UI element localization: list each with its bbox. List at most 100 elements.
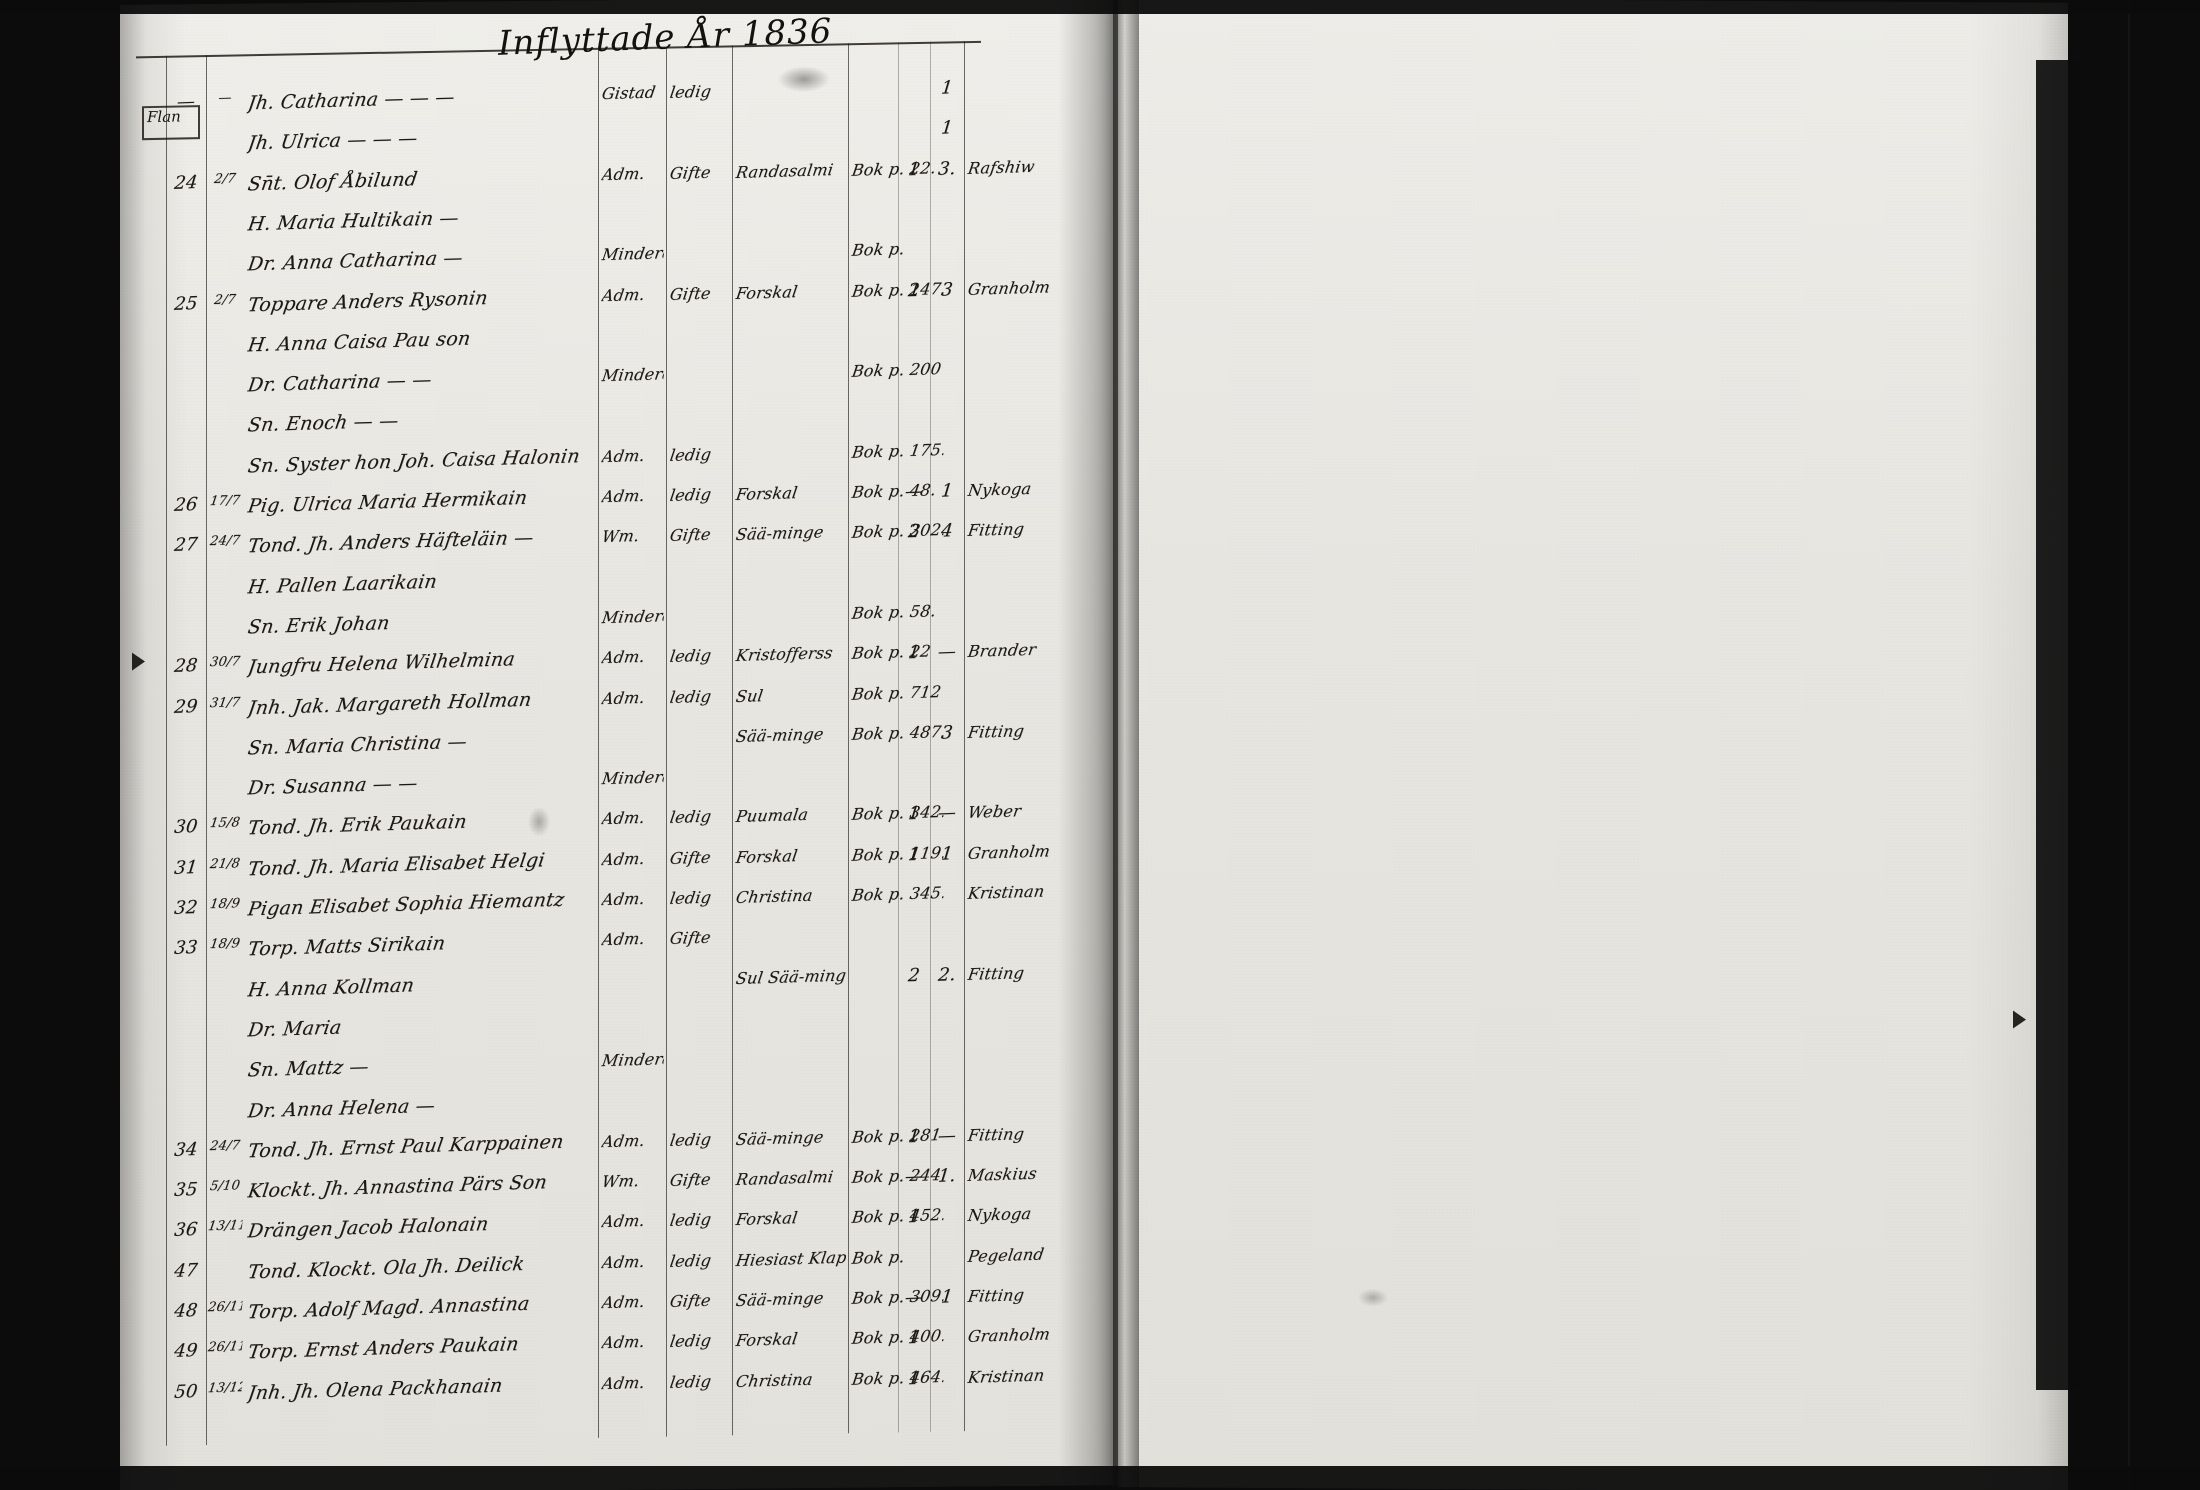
table-cell: 26/11 — [206, 1339, 244, 1356]
table-cell: H. Pallen Laarikain — [246, 570, 439, 599]
table-cell: 15/8 — [208, 815, 242, 832]
table-cell: Bok p. 345. — [850, 882, 946, 905]
table-cell: ledig — [668, 484, 713, 505]
table-cell: Sää-minge — [734, 522, 825, 545]
table-cell: Wm. — [600, 526, 641, 547]
table-cell: Sää-minge — [734, 1288, 825, 1311]
table-cell: Randasalmi — [734, 1167, 835, 1190]
table-cell: Pig. Ulrica Maria Hermikain — [246, 486, 529, 518]
table-cell: 2/7 — [213, 291, 237, 308]
table-cell: Sn̄t. Olof Åbilund — [246, 167, 419, 196]
table-cell: 2/7 — [213, 170, 237, 187]
table-cell: 34 — [173, 1138, 199, 1161]
table-cell: — — [936, 641, 958, 664]
table-cell: 17/7 — [208, 493, 242, 510]
table-cell: Forskal — [734, 281, 799, 303]
right-page: Inflyttade År 1837. 151Drängen Jac. Joh.… — [1118, 0, 2200, 1490]
table-cell: Sn. Syster hon Joh. Caisa Halonin — [246, 444, 582, 478]
table-cell: Sn. Mattz — — [246, 1055, 371, 1082]
table-cell: Randasalmi — [734, 159, 835, 182]
table-cell: 3 — [940, 278, 954, 301]
table-cell: Bok p. — [850, 1246, 907, 1268]
table-cell: — — [936, 802, 958, 825]
table-cell: Adm. — [600, 1291, 647, 1313]
table-row: 34 24/7 Tond. Jh. Ernst Paul Karppainen Adm… — [136, 1124, 1025, 1170]
table-cell: Wm. — [600, 1171, 641, 1192]
table-cell: Jungfru Helena Wilhelmina — [246, 648, 517, 679]
margin-pointer-mark — [132, 652, 145, 671]
table-cell: 26/11 — [206, 1299, 244, 1316]
book-spine — [1113, 0, 1139, 1490]
table-cell: Tond. Jh. Ernst Paul Karppainen — [246, 1130, 566, 1163]
table-row: Dr. Maria — [136, 1004, 981, 1049]
table-cell: Sn. Maria Christina — — [246, 730, 469, 760]
table-row: 33 18/9 Torp. Matts Sirikain Adm. Gifte — [136, 923, 981, 968]
table-cell: Kristofferss — [734, 643, 835, 666]
table-cell: Gifte — [668, 927, 713, 949]
table-cell: ledig — [668, 81, 713, 102]
table-cell: 1 — [907, 1206, 921, 1228]
table-cell: Adm. — [600, 646, 647, 668]
table-row: H. Pallen Laarikain — [136, 560, 981, 605]
table-row: 26 17/7 Pig. Ulrica Maria Hermikain Adm. led… — [136, 479, 1033, 525]
table-cell: Tond. Jh. Maria Elisabet Helgi — [246, 848, 547, 881]
table-cell: Adm. — [600, 1130, 647, 1151]
table-row: Dr. Cathаrina — — Minderårige Bok p. 200 — [136, 359, 981, 404]
table-cell: 27 — [173, 534, 199, 557]
table-cell: Bok p. — [850, 239, 907, 260]
page-edge-fray — [2068, 0, 2200, 1490]
table-cell: H. Anna Caisa Pau son — [246, 327, 473, 357]
table-cell: Gifte — [668, 524, 713, 546]
table-cell: Forskal — [734, 845, 799, 867]
table-cell: Jnh. Jak. Margareth Hollman — [246, 688, 534, 719]
table-cell: 28 — [173, 655, 199, 678]
table-row: Sn. Mattz — Minderårige — [136, 1044, 981, 1089]
table-cell: ledig — [668, 686, 713, 707]
table-row: 28 30/7 Jungfru Helena Wilhelmina Adm. ledig… — [136, 640, 1037, 686]
table-cell: Torp. Ernst Anders Paukain — [246, 1333, 521, 1364]
table-cell: 1 — [940, 842, 954, 865]
table-row: Sn. Enoch — — — [136, 399, 981, 444]
table-cell: Bok p. 58. — [850, 601, 938, 623]
table-row: H. Anna Caisa Pau son — [136, 319, 981, 364]
table-row: 48 26/11 Torp. Adolf Magd. Annastina Adm. Gi… — [136, 1285, 1025, 1331]
table-row: Dr. Anna Helena — — [136, 1084, 981, 1129]
table-cell: 49 — [173, 1340, 199, 1363]
table-cell: Adm. — [600, 1211, 647, 1232]
table-cell: 36 — [173, 1219, 199, 1242]
table-cell: ledig — [668, 806, 713, 828]
table-cell: Adm. — [600, 687, 647, 708]
open-book: Inflyttade År 1836 Flan — — Jh. Catharina … — [118, 0, 2200, 1490]
table-row: Sn. Syster hon Joh. Caisa Halonin Adm. led… — [136, 440, 981, 485]
table-cell: — — [175, 91, 197, 113]
table-cell: Sää-minge — [734, 724, 825, 746]
table-cell: Gifte — [668, 283, 713, 304]
table-cell: 30 — [173, 816, 199, 839]
table-cell: Christina — [734, 885, 815, 908]
table-cell: Minderårige — [600, 767, 666, 789]
table-cell: 32 — [173, 896, 199, 919]
table-cell: 26 — [173, 493, 199, 516]
table-cell: Minderårige — [600, 243, 666, 265]
table-cell: Adm. — [600, 163, 647, 184]
table-cell: Klockt. Jh. Annastina Pärs Son — [246, 1171, 549, 1203]
table-row: 49 26/11 Torp. Ernst Anders Paukain Adm. led… — [136, 1325, 1051, 1371]
table-cell: ledig — [668, 1371, 713, 1392]
table-cell: Dr. Cathаrina — — — [246, 368, 434, 397]
table-cell: Sn. Erik Johan — [246, 611, 392, 639]
table-cell: Adm. — [600, 284, 647, 305]
page-bottom-shadow — [0, 1466, 2200, 1490]
table-cell: Bok p. 712 — [850, 681, 943, 704]
table-cell: 1 — [907, 803, 921, 825]
table-row: Sn. Erik Johan Minderårige Bok p. 58. — [136, 601, 981, 646]
table-cell: 18/9 — [208, 896, 242, 913]
table-cell: Minderårige — [600, 606, 666, 628]
table-cell: 3. — [937, 157, 957, 180]
table-cell: Gifte — [668, 1169, 713, 1191]
table-cell: 3 — [940, 721, 954, 744]
table-cell: Hiesiast Klapperhans — [734, 1247, 848, 1270]
table-cell: 31/7 — [208, 694, 242, 711]
table-cell: Forskal — [734, 1329, 799, 1351]
table-cell: — — [217, 90, 233, 106]
table-row: 50 13/12 Jnh. Jh. Olena Packhanain Adm. ledi… — [136, 1365, 1046, 1411]
